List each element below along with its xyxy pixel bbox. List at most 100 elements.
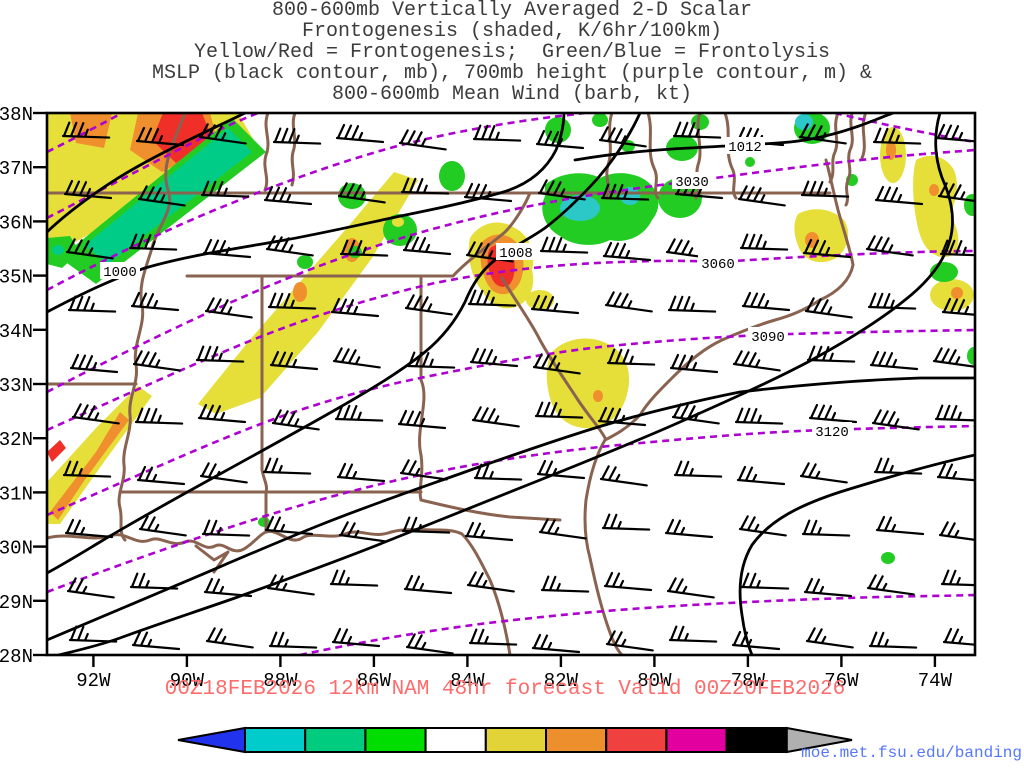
lon-tick-label: 86W [357, 670, 392, 692]
contour-label-box [725, 137, 765, 154]
wind-barb [403, 574, 453, 595]
colorbar-legend: -8-4-2-112481632 [177, 726, 853, 754]
contour-label-box [100, 262, 140, 279]
wind-barb [464, 521, 514, 542]
wind-barb [473, 461, 523, 484]
wind-barb [335, 123, 385, 144]
wind-barb [799, 461, 849, 484]
frontogenesis-shading [929, 184, 939, 196]
lon-tick-label: 80W [637, 670, 672, 692]
frontolysis-shading [745, 157, 755, 167]
lat-tick-label: 28N [0, 646, 33, 668]
lon-tick-label: 88W [263, 670, 298, 692]
frontogenesis-shading [951, 287, 963, 299]
lon-tick-label: 90W [170, 670, 205, 692]
frontolysis-shading [967, 347, 975, 365]
wind-barb [936, 462, 975, 483]
frontolysis-shading [297, 255, 313, 269]
wind-barb [263, 185, 313, 206]
height-contour [834, 113, 975, 144]
height-contour [47, 113, 259, 220]
lat-tick-label: 37N [0, 158, 33, 180]
height-contour [299, 593, 975, 655]
lon-tick-label: 84W [450, 670, 485, 692]
wind-barb [598, 125, 648, 148]
lat-tick-label: 38N [0, 104, 33, 126]
contour-label-box [812, 422, 852, 439]
frontolysis-shading [383, 214, 417, 246]
chesapeake-bay [828, 113, 840, 184]
forecast-valid-text: 00Z18FEB2026 12km NAM 48hr forecast Vali… [164, 678, 846, 701]
wind-barb [540, 573, 590, 596]
wind-barb [673, 458, 723, 481]
wind-barb [67, 293, 117, 316]
mslp-contour [47, 376, 975, 642]
mslp-contour-1000 [47, 113, 566, 314]
wind-barb [868, 629, 918, 652]
wind-barb [942, 627, 975, 648]
wind-barb [940, 567, 975, 590]
title-line-4: MSLP (black contour, mb), 700mb height (… [151, 62, 873, 85]
wind-barb [731, 630, 781, 651]
wind-barb [134, 405, 184, 428]
colorbar-segment [665, 727, 728, 753]
contour-label-1000: 1000 [103, 265, 137, 281]
lat-tick-label: 30N [0, 538, 33, 560]
tn-river-1 [263, 113, 270, 192]
wind-barb [538, 517, 588, 540]
height-contour-3030 [47, 148, 975, 394]
title-line-1: 800-600mb Vertically Averaged 2-D Scalar [271, 0, 753, 22]
wind-barb [806, 343, 856, 366]
wind-barb [666, 576, 716, 599]
height-contour-3060 [47, 249, 975, 432]
height-contour [47, 113, 123, 154]
wv-va-line [694, 113, 702, 200]
wind-barb [938, 520, 975, 543]
wind-barb [130, 291, 180, 312]
lon-tick-label: 82W [544, 670, 579, 692]
wind-barb [803, 577, 853, 598]
wind-barb [801, 517, 851, 540]
wind-barb [271, 408, 321, 431]
wind-barb [69, 353, 119, 374]
mslp-contour [738, 453, 975, 655]
wind-barb [334, 402, 384, 425]
wind-barb [875, 515, 925, 536]
frontogenesis-shading [913, 155, 959, 258]
frontogenesis-shading [546, 338, 630, 429]
lon-tick-label: 92W [76, 670, 111, 692]
lat-tick-label: 36N [0, 212, 33, 234]
height-contour-3120 [47, 424, 975, 594]
lon-tick-label: 76W [824, 670, 859, 692]
wind-barb [873, 455, 923, 478]
credit-url-link[interactable]: moe.met.fsu.edu/banding [801, 744, 1022, 762]
wind-barb [599, 464, 649, 487]
wind-barb [138, 514, 188, 537]
contour-label-box [748, 327, 788, 344]
wind-barb [732, 349, 782, 372]
title-line-2: Frontogenesis (shaded, K/6hr/100km) [301, 20, 723, 43]
wind-barb [469, 347, 519, 368]
lat-tick-label: 34N [0, 321, 33, 343]
frontolysis-shading [439, 161, 465, 191]
contour-label-3120: 3120 [815, 425, 849, 441]
wind-barb [866, 573, 916, 596]
wind-barb [668, 623, 718, 646]
wind-barb [268, 629, 318, 652]
wind-barb [739, 231, 789, 254]
wind-barb [603, 571, 653, 592]
colorbar-segment [424, 727, 487, 753]
colorbar-segment [364, 727, 427, 753]
wind-barb [664, 518, 714, 539]
lat-tick-label: 31N [0, 483, 33, 505]
contour-label-box [672, 172, 712, 189]
mslp-contour-east [53, 113, 954, 655]
contour-labels: 1000 1008 1012 3030 3060 3090 3120 [100, 137, 852, 441]
title-line-5: 800-600mb Mean Wind (barb, kt) [331, 83, 693, 106]
wind-barb [402, 235, 452, 256]
wind-barb [808, 403, 858, 424]
frontogenesis-shading [47, 440, 66, 462]
title-block: 800-600mb Vertically Averaged 2-D Scalar… [0, 0, 1024, 105]
contour-label-1012: 1012 [728, 140, 762, 156]
